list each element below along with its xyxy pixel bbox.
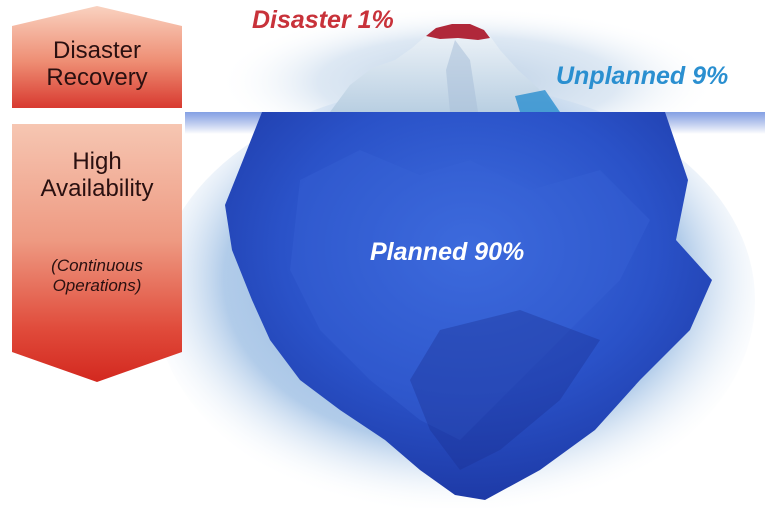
continuous-operations-line2: Operations) [52, 276, 142, 295]
disaster-recovery-text: Disaster Recovery [12, 37, 182, 91]
high-availability-box [12, 124, 182, 382]
disaster-recovery-line1: Disaster [52, 37, 142, 64]
iceberg-disaster-cap [426, 24, 490, 40]
disaster-label: Disaster 1% [252, 6, 394, 34]
continuous-operations-text: (Continuous Operations) [12, 256, 182, 296]
iceberg-tip-shadow [446, 40, 478, 112]
iceberg-underwater-shade [290, 150, 650, 440]
disaster-recovery-line2: Recovery [46, 64, 148, 91]
high-availability-line2: Availability [40, 175, 154, 202]
iceberg-tip-unplanned-patch [515, 90, 560, 112]
planned-label: Planned 90% [370, 238, 525, 266]
iceberg-tip [330, 24, 560, 112]
continuous-operations-line1: (Continuous [51, 256, 143, 275]
iceberg-underwater [225, 112, 712, 500]
unplanned-label: Unplanned 9% [556, 62, 729, 90]
high-availability-text: High Availability [12, 148, 182, 202]
disaster-recovery-box [12, 6, 182, 108]
iceberg-underwater-dark [410, 310, 600, 470]
high-availability-line1: High [72, 148, 122, 175]
